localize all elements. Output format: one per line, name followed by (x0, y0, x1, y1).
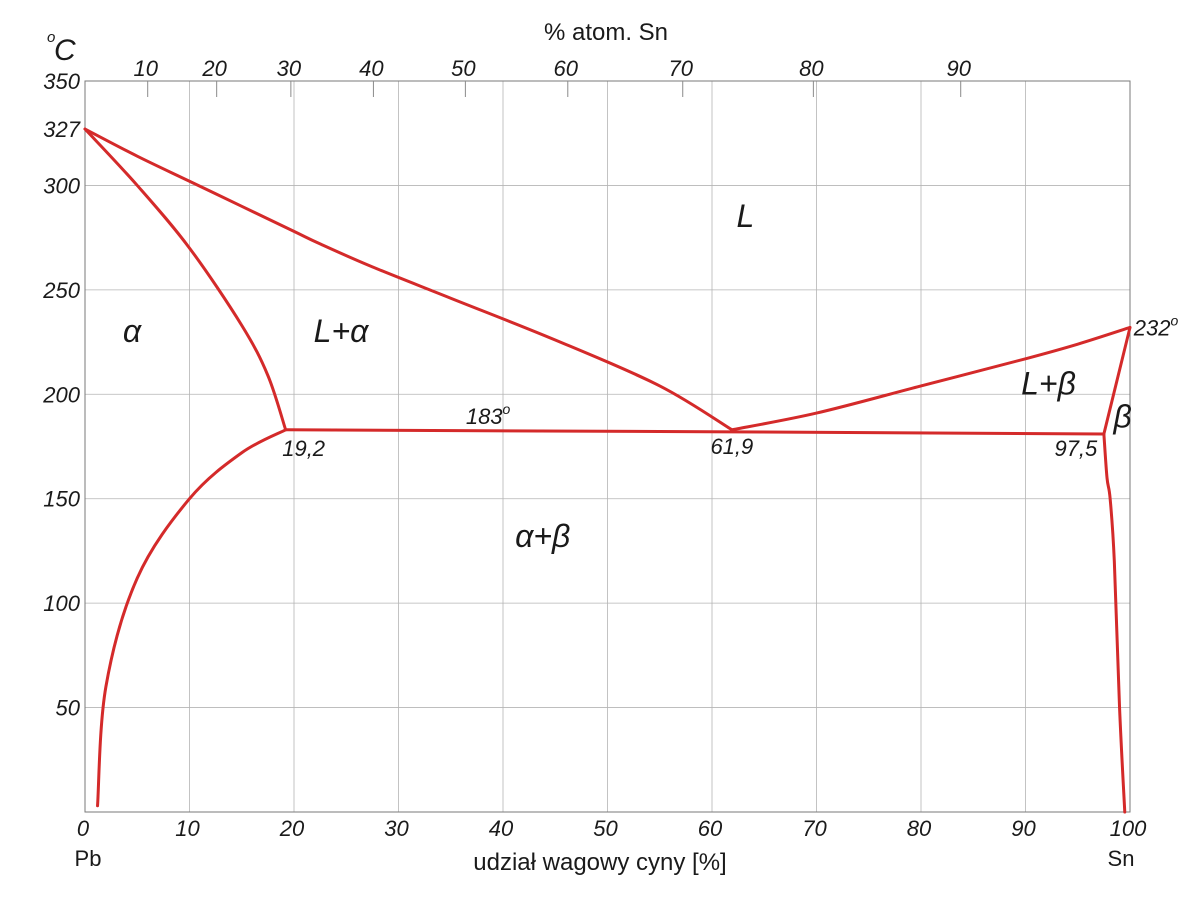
curve-solvus-beta (1102, 432, 1127, 814)
plot-frame (84, 80, 1131, 813)
y-unit-label: C (54, 34, 76, 67)
phase-label: α+β (515, 518, 570, 554)
top-tick-label: 30 (277, 56, 302, 81)
top-tick-label: 80 (799, 56, 824, 81)
phase-label: L+α (314, 313, 369, 349)
y-tick-label: 150 (43, 487, 80, 512)
curve-solidus-alpha (83, 127, 288, 432)
top-tick-label: 40 (359, 56, 384, 81)
phase-label: α (123, 313, 142, 349)
curve-eutectic-isotherm (284, 428, 1106, 436)
x-tick-label: 40 (489, 816, 514, 841)
phase-curves (83, 127, 1132, 814)
grid (84, 80, 1131, 812)
top-axis-title: % atom. Sn (544, 19, 668, 46)
sn-label: Sn (1108, 846, 1135, 871)
phase-label: β (1113, 399, 1132, 435)
degree-sup: o (1170, 312, 1178, 328)
x-tick-label: 80 (907, 816, 932, 841)
top-tick-label: 90 (946, 56, 971, 81)
top-tick-label: 60 (554, 56, 579, 81)
x-tick-label: 20 (279, 816, 305, 841)
y-unit-degree: o (47, 29, 55, 46)
x-tick-label: 90 (1011, 816, 1036, 841)
x-tick-label: 100 (1110, 816, 1147, 841)
curve-solvus-alpha (96, 428, 288, 808)
phase-label: L (737, 198, 755, 234)
curve-solidus-beta (1102, 325, 1132, 436)
x-tick-label: 70 (802, 816, 827, 841)
top-ticks (147, 81, 962, 97)
top-tick-label: 10 (133, 56, 158, 81)
top-tick-label: 50 (451, 56, 476, 81)
curve-liquidus-left (83, 127, 734, 432)
x-tick-label: 30 (384, 816, 409, 841)
labels: 0 10 20 30 40 50 60 70 80 90 100 50 100 150 200 250 300 3… (42, 56, 1178, 841)
x-tick-label: 10 (175, 816, 200, 841)
x-axis-title: udział wagowy cyny [%] (473, 849, 726, 876)
top-tick-label: 20 (201, 56, 227, 81)
y-tick-label-327: 327 (43, 117, 80, 142)
phase-label: L+β (1021, 365, 1076, 401)
point-label: 232o (1133, 312, 1179, 340)
degree-sup: o (503, 401, 511, 417)
x-tick-label: 60 (698, 816, 723, 841)
x-tick-label: 50 (593, 816, 618, 841)
point-label: 183o (466, 401, 511, 429)
y-tick-label: 50 (56, 696, 81, 721)
y-tick-label: 200 (42, 382, 80, 407)
curve-liquidus-right (730, 325, 1132, 432)
y-tick-label: 350 (43, 69, 80, 94)
x-tick-label: 0 (77, 816, 90, 841)
y-tick-label: 300 (43, 173, 80, 198)
top-tick-label: 70 (668, 56, 693, 81)
pb-label: Pb (75, 846, 102, 871)
y-tick-label: 100 (43, 591, 80, 616)
point-label: 97,5 (1054, 436, 1098, 461)
point-label: 61,9 (710, 434, 753, 459)
point-label: 19,2 (282, 436, 325, 461)
y-tick-label: 250 (42, 278, 80, 303)
